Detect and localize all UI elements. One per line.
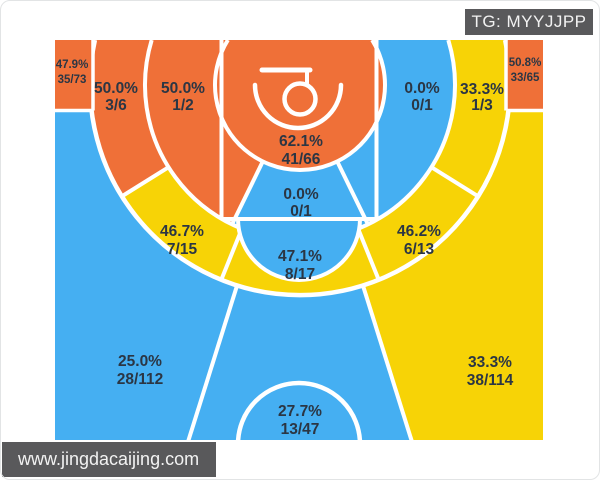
separator-right-wing-key	[356, 227, 381, 281]
top-arc-three-frac-label: 13/47	[281, 421, 320, 438]
left-wing-three-pct-label: 25.0%	[118, 353, 162, 370]
left-wing-mid-pct-label: 46.7%	[160, 223, 204, 240]
telegram-watermark-text: TG: MYYJJPP	[471, 12, 587, 31]
zone-right-corner-three	[507, 40, 543, 110]
right-baseline-mid-frac-label: 1/3	[471, 97, 493, 114]
midrange-separators	[87, 40, 513, 298]
paint-low-frac-label: 0/1	[290, 203, 312, 220]
paint-low-pct-label: 0.0%	[283, 186, 319, 203]
right-wing-three-frac-label: 38/114	[467, 372, 514, 389]
right-corner-three-pct-label: 50.8%	[509, 57, 542, 69]
left-wing-three-frac-label: 28/112	[117, 371, 164, 388]
paint-lines	[213, 40, 387, 219]
center-circle	[235, 380, 363, 440]
restricted-area-frac-label: 41/66	[282, 151, 321, 168]
zone-labels: 47.9% 35/73 50.0% 3/6 50.0% 1/2 62.1% 41…	[56, 57, 542, 438]
right-elbow-mid-frac-label: 0/1	[411, 97, 433, 114]
left-elbow-mid-pct-label: 50.0%	[161, 80, 205, 97]
basket-icon	[252, 67, 344, 131]
free-throw-semicircle-fill	[238, 219, 360, 280]
zone-left-corner-three	[55, 40, 93, 110]
separator-paint-right	[335, 160, 370, 226]
telegram-watermark: TG: MYYJJPP	[465, 9, 593, 35]
free-throw-lines	[221, 217, 377, 282]
top-key-mid-frac-label: 8/17	[285, 266, 315, 283]
restricted-area-arc	[213, 40, 387, 173]
separator-right-baseline-wing	[430, 165, 480, 198]
restricted-icon-arc	[252, 82, 344, 131]
left-baseline-mid-frac-label: 3/6	[105, 97, 127, 114]
separator-left-baseline-wing	[120, 165, 170, 198]
right-wing-mid-pct-label: 46.2%	[397, 223, 441, 240]
left-corner-three-pct-label: 47.9%	[56, 59, 89, 71]
three-point-arc	[87, 40, 513, 298]
website-watermark-text: www.jingdacaijing.com	[18, 449, 200, 469]
separator-paint-left	[230, 160, 265, 226]
top-arc-three-pct-label: 27.7%	[278, 403, 322, 420]
left-wing-mid-frac-label: 7/15	[167, 241, 198, 258]
right-elbow-mid-pct-label: 0.0%	[404, 80, 440, 97]
right-wing-mid-frac-label: 6/13	[404, 241, 435, 258]
right-baseline-mid-pct-label: 33.3%	[460, 81, 504, 98]
hoop-icon	[282, 81, 318, 117]
zone-restricted-area	[215, 40, 385, 170]
right-wing-three-pct-label: 33.3%	[468, 354, 512, 371]
free-throw-circle-arc	[236, 218, 362, 282]
website-watermark: www.jingdacaijing.com	[2, 442, 216, 477]
restricted-area-pct-label: 62.1%	[279, 133, 323, 150]
separator-left-wing-key	[219, 227, 244, 281]
left-elbow-mid-frac-label: 1/2	[172, 97, 194, 114]
right-corner-three-frac-label: 33/65	[511, 72, 540, 84]
top-key-mid-pct-label: 47.1%	[278, 248, 322, 265]
left-baseline-mid-pct-label: 50.0%	[94, 80, 138, 97]
corner-lines	[55, 40, 543, 113]
left-corner-three-frac-label: 35/73	[58, 74, 87, 86]
